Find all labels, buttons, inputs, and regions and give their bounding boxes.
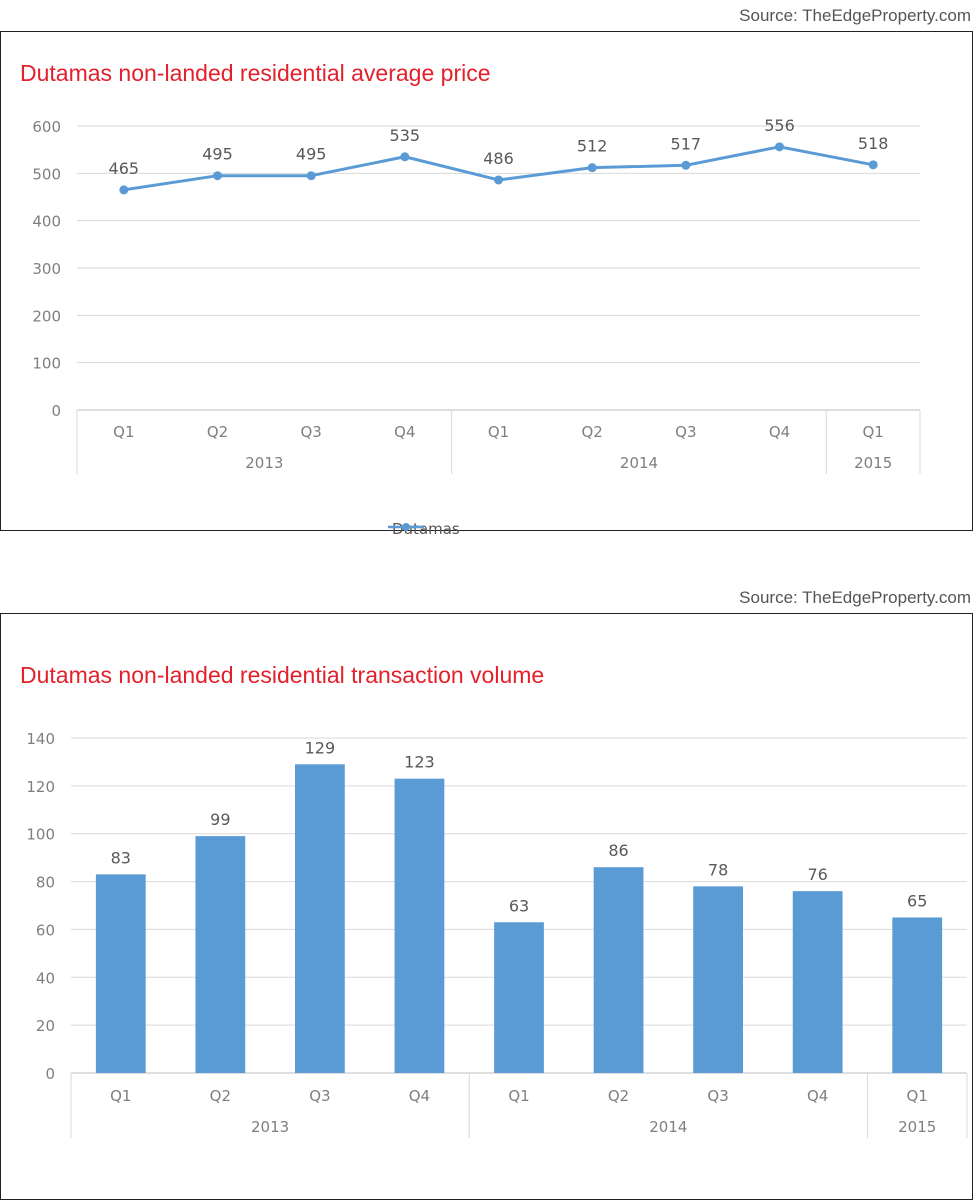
data-label: 495 — [296, 145, 327, 164]
data-point — [119, 185, 129, 195]
legend-line-marker-icon — [388, 523, 424, 531]
x-tick-label: Q2 — [210, 1087, 231, 1105]
chart-title: Dutamas non-landed residential average p… — [20, 60, 491, 86]
x-tick-label: Q1 — [488, 423, 509, 441]
x-tick-label: Q3 — [707, 1087, 728, 1105]
price-line-chart: 0 100 200 300 400 500 600 Q1 Q2 Q3 Q4 Q1 Q2 Q3 Q4 Q1 201… — [32, 116, 921, 474]
y-tick-label: 400 — [32, 213, 61, 231]
y-tick-label: 300 — [32, 260, 61, 278]
data-label: 78 — [708, 860, 728, 879]
y-tick-label: 40 — [36, 969, 55, 987]
x-tick-label: Q1 — [907, 1087, 928, 1105]
y-tick-label: 500 — [32, 165, 61, 183]
x-tick-label: Q1 — [113, 423, 134, 441]
x-tick-label: Q3 — [300, 423, 321, 441]
y-tick-label: 140 — [26, 730, 55, 748]
volume-bar-chart: 0 20 40 60 80 100 120 140 Q1 Q2 Q3 Q4 Q1 Q2 Q3 Q4 Q1 2013… — [26, 730, 968, 1138]
data-label: 129 — [305, 738, 336, 757]
data-label: 495 — [202, 145, 233, 164]
y-tick-label: 0 — [45, 1065, 55, 1083]
y-tick-label: 200 — [32, 307, 61, 325]
data-point — [775, 142, 784, 152]
group-label: 2015 — [898, 1118, 936, 1136]
x-tick-label: Q4 — [807, 1087, 828, 1105]
group-label: 2015 — [854, 454, 892, 472]
bar — [792, 891, 843, 1073]
data-label: 123 — [404, 753, 435, 772]
y-tick-label: 20 — [36, 1017, 55, 1035]
bar — [394, 778, 445, 1073]
x-tick-label: Q2 — [207, 423, 228, 441]
volume-chart-panel: Dutamas non-landed residential transacti… — [0, 613, 973, 1200]
data-point — [400, 152, 410, 162]
y-tick-label: 0 — [51, 402, 61, 420]
x-tick-label: Q4 — [769, 423, 790, 441]
data-point — [494, 175, 503, 185]
x-tick-label: Q3 — [309, 1087, 330, 1105]
data-label: 65 — [907, 891, 927, 910]
bar — [195, 836, 246, 1073]
data-label: 83 — [111, 848, 131, 867]
data-label: 486 — [483, 149, 514, 168]
x-tick-label: Q1 — [862, 423, 883, 441]
data-label: 535 — [390, 126, 421, 145]
bar — [593, 867, 644, 1073]
data-label: 76 — [807, 865, 827, 884]
bar — [95, 874, 146, 1073]
y-tick-label: 60 — [36, 921, 55, 939]
data-point — [587, 163, 597, 173]
x-tick-label: Q3 — [675, 423, 696, 441]
data-label: 86 — [608, 841, 628, 860]
x-tick-label: Q1 — [110, 1087, 131, 1105]
data-point — [681, 160, 691, 170]
data-label: 99 — [210, 810, 230, 829]
y-tick-label: 100 — [32, 355, 61, 373]
group-label: 2013 — [251, 1118, 289, 1136]
group-label: 2014 — [649, 1118, 687, 1136]
data-point — [868, 160, 878, 170]
y-tick-label: 100 — [26, 826, 55, 844]
group-label: 2014 — [620, 454, 658, 472]
legend: Dutamas — [386, 520, 460, 538]
y-tick-label: 80 — [36, 874, 55, 892]
x-tick-label: Q1 — [508, 1087, 529, 1105]
data-label: 556 — [764, 116, 795, 135]
bar — [892, 917, 943, 1073]
data-label: 63 — [509, 896, 529, 915]
bar — [494, 922, 544, 1073]
data-label: 517 — [671, 134, 702, 153]
data-point — [213, 171, 222, 181]
data-label: 518 — [858, 134, 889, 153]
x-tick-label: Q2 — [581, 423, 602, 441]
source-note: Source: TheEdgeProperty.com — [739, 588, 971, 607]
source-note: Source: TheEdgeProperty.com — [739, 6, 971, 25]
data-label: 512 — [577, 137, 608, 156]
y-tick-label: 120 — [26, 778, 55, 796]
x-tick-label: Q4 — [409, 1087, 430, 1105]
bar — [693, 886, 743, 1073]
x-tick-label: Q4 — [394, 423, 415, 441]
y-tick-label: 600 — [32, 118, 61, 136]
price-chart-panel: Dutamas non-landed residential average p… — [0, 31, 973, 538]
x-tick-label: Q2 — [608, 1087, 629, 1105]
chart-title: Dutamas non-landed residential transacti… — [20, 662, 545, 688]
group-label: 2013 — [245, 454, 283, 472]
data-point — [306, 171, 316, 181]
bar — [295, 764, 345, 1073]
data-label: 465 — [109, 159, 140, 178]
